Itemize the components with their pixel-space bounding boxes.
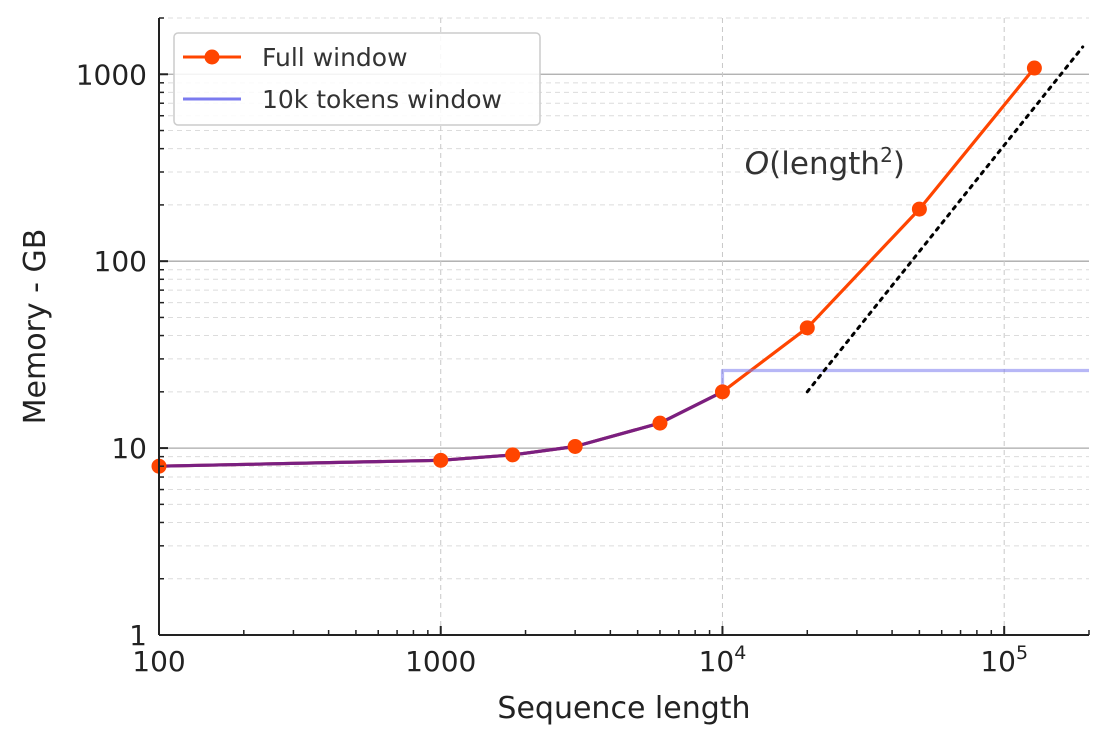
data-point-full-window [911, 201, 927, 217]
series-overlap-line [158, 390, 724, 468]
y-axis-label: Memory - GB [18, 229, 53, 425]
y-tick-label: 1000 [76, 58, 147, 91]
data-point-full-window [652, 415, 668, 431]
series-layer [151, 45, 1089, 474]
series-line-10k-window [158, 368, 1089, 468]
annotation-sup: 2 [880, 143, 893, 167]
legend-label-10k-window: 10k tokens window [262, 85, 502, 114]
legend-box [173, 32, 541, 126]
y-tick-label: 100 [94, 245, 147, 278]
data-point-full-window [433, 452, 449, 468]
complexity-annotation: O(length2) [745, 143, 905, 182]
x-tick-label: 1000 [405, 645, 476, 678]
data-point-full-window [799, 320, 815, 336]
annotation-italic: O [745, 146, 769, 182]
x-axis-label: Sequence length [497, 691, 750, 726]
data-point-full-window [567, 438, 583, 454]
reference-quadratic-line [805, 45, 1085, 394]
x-tick-label: 104 [699, 642, 747, 678]
legend: Full window 10k tokens window [173, 32, 541, 126]
annotation-close: ) [893, 146, 905, 182]
series-line-full-window [158, 66, 1036, 468]
data-point-full-window [505, 447, 521, 463]
data-point-full-window [1026, 60, 1042, 76]
axis-layer: 100 1000 104 105 1 10 100 1000 [76, 17, 1090, 678]
data-point-full-window [714, 384, 730, 400]
x-tick-label: 100 [132, 645, 185, 678]
x-tick-label: 105 [980, 642, 1028, 678]
annotation-text: (length [769, 146, 880, 182]
legend-marker-full-window [204, 49, 220, 65]
y-tick-label: 1 [129, 619, 147, 652]
legend-label-full-window: Full window [262, 43, 408, 72]
y-tick-label: 10 [111, 432, 147, 465]
